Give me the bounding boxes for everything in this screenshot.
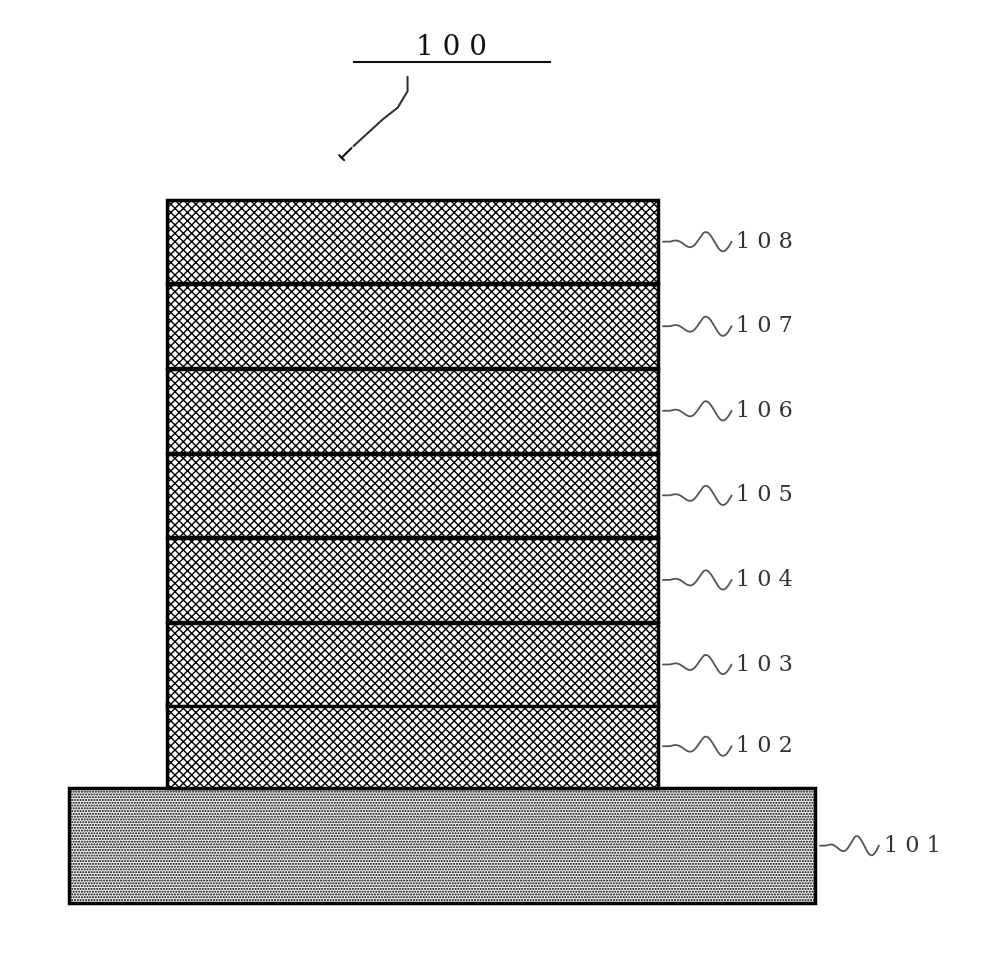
Bar [167,623,658,706]
Text: 1 0 1: 1 0 1 [884,835,941,856]
Text: 1 0 7: 1 0 7 [736,315,793,337]
Text: 1 0 2: 1 0 2 [736,735,793,757]
Bar [69,788,815,903]
Text: 1 0 3: 1 0 3 [736,653,793,676]
Text: 1 0 4: 1 0 4 [736,569,793,591]
Bar [167,200,658,283]
Text: 1 0 6: 1 0 6 [736,400,793,422]
Text: 1 0 0: 1 0 0 [416,34,487,61]
Bar [167,369,658,453]
Bar [167,284,658,368]
Bar [167,538,658,622]
Bar [167,704,658,788]
Bar [167,454,658,537]
Text: 1 0 8: 1 0 8 [736,231,793,253]
Text: 1 0 5: 1 0 5 [736,484,793,506]
